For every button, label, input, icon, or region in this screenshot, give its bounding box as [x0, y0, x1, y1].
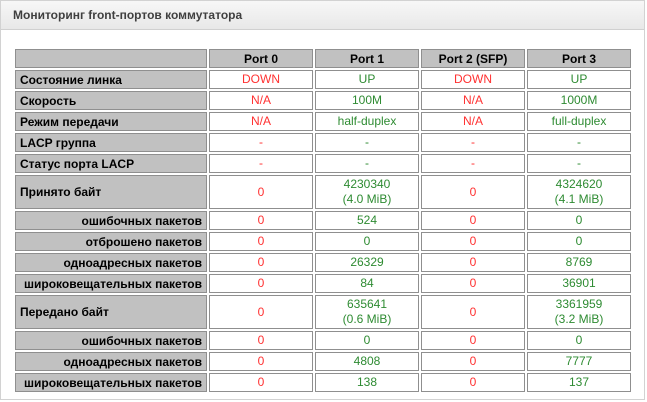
stat-cell: 26329 — [315, 253, 419, 272]
table-row: Статус порта LACP - - - - — [15, 154, 631, 173]
stat-cell: 0 — [421, 253, 525, 272]
row-label: Статус порта LACP — [15, 154, 207, 173]
column-header: Port 0 — [209, 49, 313, 68]
stat-cell: 0 — [209, 211, 313, 230]
table-row: LACP группа - - - - — [15, 133, 631, 152]
row-label: LACP группа — [15, 133, 207, 152]
stat-cell: 0 — [421, 211, 525, 230]
table-row: ошибочных пакетов 0 0 0 0 — [15, 331, 631, 350]
column-header: Port 2 (SFP) — [421, 49, 525, 68]
row-label: одноадресных пакетов — [15, 352, 207, 371]
stat-cell: 1000M — [527, 91, 631, 110]
stat-cell: 0 — [209, 175, 313, 209]
stat-cell: 0 — [421, 274, 525, 293]
stat-cell: 8769 — [527, 253, 631, 272]
table-row: Скорость N/A 100M N/A 1000M — [15, 91, 631, 110]
row-label: ошибочных пакетов — [15, 331, 207, 350]
row-label: Скорость — [15, 91, 207, 110]
stat-cell: 137 — [527, 373, 631, 392]
stat-cell: 0 — [209, 352, 313, 371]
stat-cell: 0 — [421, 232, 525, 251]
row-label: широковещательных пакетов — [15, 373, 207, 392]
stat-cell: 36901 — [527, 274, 631, 293]
stat-cell: 3361959 (3.2 MiB) — [527, 295, 631, 329]
row-label: одноадресных пакетов — [15, 253, 207, 272]
stat-cell: - — [421, 154, 525, 173]
row-label: Передано байт — [15, 295, 207, 329]
table-row: широковещательных пакетов 0 84 0 36901 — [15, 274, 631, 293]
stat-cell: 0 — [421, 175, 525, 209]
stat-cell: 0 — [209, 274, 313, 293]
stat-cell: N/A — [421, 91, 525, 110]
stat-cell: - — [315, 154, 419, 173]
stat-cell: 0 — [527, 211, 631, 230]
stat-cell: UP — [315, 70, 419, 89]
row-label: широковещательных пакетов — [15, 274, 207, 293]
stat-cell: 0 — [209, 331, 313, 350]
stat-cell: 4230340 (4.0 MiB) — [315, 175, 419, 209]
stat-cell: - — [209, 154, 313, 173]
panel-titlebar: Мониторинг front-портов коммутатора — [1, 1, 644, 30]
stat-cell: 0 — [209, 253, 313, 272]
table-row: Принято байт 0 4230340 (4.0 MiB) 0 4324620 (… — [15, 175, 631, 209]
stat-cell: - — [209, 133, 313, 152]
stat-cell: N/A — [209, 112, 313, 131]
stat-cell: 0 — [421, 373, 525, 392]
stat-cell: 0 — [315, 232, 419, 251]
stat-cell: 7777 — [527, 352, 631, 371]
stat-cell: DOWN — [421, 70, 525, 89]
panel-title: Мониторинг front-портов коммутатора — [13, 8, 243, 22]
table-row: одноадресных пакетов 0 4808 0 7777 — [15, 352, 631, 371]
table-row: отброшено пакетов 0 0 0 0 — [15, 232, 631, 251]
stat-cell: 0 — [209, 295, 313, 329]
stat-cell: 4808 — [315, 352, 419, 371]
stat-cell: DOWN — [209, 70, 313, 89]
row-label: отброшено пакетов — [15, 232, 207, 251]
table-row: Состояние линка DOWN UP DOWN UP — [15, 70, 631, 89]
corner-header-cell — [15, 49, 207, 68]
table-row: Режим передачи N/A half-duplex N/A full-dupl… — [15, 112, 631, 131]
stat-cell: N/A — [421, 112, 525, 131]
row-label: Принято байт — [15, 175, 207, 209]
table-row: одноадресных пакетов 0 26329 0 8769 — [15, 253, 631, 272]
stat-cell: 4324620 (4.1 MiB) — [527, 175, 631, 209]
panel-content: Port 0 Port 1 Port 2 (SFP) Port 3 Состояние… — [1, 30, 644, 394]
stat-cell: UP — [527, 70, 631, 89]
stat-cell: 84 — [315, 274, 419, 293]
stat-cell: 0 — [421, 331, 525, 350]
stat-cell: 0 — [209, 373, 313, 392]
stat-cell: 0 — [527, 232, 631, 251]
row-label: Режим передачи — [15, 112, 207, 131]
stat-cell: - — [315, 133, 419, 152]
header-row: Port 0 Port 1 Port 2 (SFP) Port 3 — [15, 49, 631, 68]
stat-cell: N/A — [209, 91, 313, 110]
stat-cell: 0 — [527, 331, 631, 350]
row-label: ошибочных пакетов — [15, 211, 207, 230]
ports-table: Port 0 Port 1 Port 2 (SFP) Port 3 Состояние… — [13, 47, 633, 394]
stat-cell: - — [527, 133, 631, 152]
table-row: Передано байт 0 635641 (0.6 MiB) 0 3361959 (… — [15, 295, 631, 329]
table-row: широковещательных пакетов 0 138 0 137 — [15, 373, 631, 392]
table-row: ошибочных пакетов 0 524 0 0 — [15, 211, 631, 230]
stat-cell: half-duplex — [315, 112, 419, 131]
stat-cell: - — [527, 154, 631, 173]
row-label: Состояние линка — [15, 70, 207, 89]
stat-cell: 0 — [209, 232, 313, 251]
stat-cell: 0 — [421, 352, 525, 371]
stat-cell: full-duplex — [527, 112, 631, 131]
stat-cell: 0 — [315, 331, 419, 350]
stat-cell: - — [421, 133, 525, 152]
stat-cell: 635641 (0.6 MiB) — [315, 295, 419, 329]
column-header: Port 1 — [315, 49, 419, 68]
ports-table-head: Port 0 Port 1 Port 2 (SFP) Port 3 — [15, 49, 631, 68]
stat-cell: 138 — [315, 373, 419, 392]
column-header: Port 3 — [527, 49, 631, 68]
stat-cell: 524 — [315, 211, 419, 230]
stat-cell: 0 — [421, 295, 525, 329]
stat-cell: 100M — [315, 91, 419, 110]
ports-table-body: Состояние линка DOWN UP DOWN UP Скорость N/A 10… — [15, 70, 631, 392]
